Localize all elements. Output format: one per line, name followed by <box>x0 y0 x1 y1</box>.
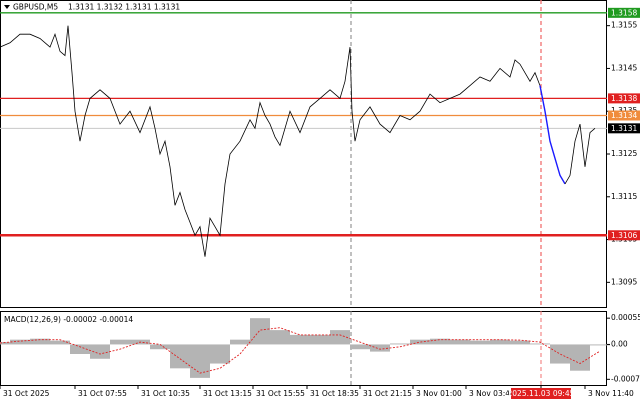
macd-bar <box>30 338 50 345</box>
plot-frame <box>0 0 607 308</box>
x-tick-label: 31 Oct 15:55 <box>256 389 305 398</box>
chart-subtitle: 1.3131 1.3132 1.3131 1.3131 <box>68 3 180 12</box>
level-label: 1.3138 <box>611 94 637 103</box>
level-label: 1.3158 <box>611 8 637 17</box>
x-tick-highlight <box>511 388 571 399</box>
level-label: 1.3106 <box>611 231 637 240</box>
price-line <box>539 85 566 185</box>
macd-bar <box>290 334 310 345</box>
macd-bar <box>50 340 70 345</box>
macd-bar <box>590 344 610 346</box>
macd-bar <box>250 318 270 345</box>
macd-bar <box>310 334 330 345</box>
x-tick-label: 2025.11.03 09:45 <box>508 389 575 398</box>
macd-bar <box>430 338 450 345</box>
x-tick-label: 31 Oct 21:15 <box>363 389 412 398</box>
macd-bar <box>490 339 510 345</box>
macd-panel <box>0 311 610 386</box>
macd-title: MACD(12,26,9) -0.00002 -0.00014 <box>4 315 133 324</box>
macd-bar <box>570 344 590 371</box>
level-label: 1.3131 <box>611 124 637 133</box>
chart-title: GBPUSD,M5 <box>13 3 58 12</box>
level-label-box <box>608 7 640 18</box>
macd-bar <box>330 330 350 345</box>
y-tick-label: 1.3095 <box>611 277 637 286</box>
y-tick-label: 1.3145 <box>611 63 637 72</box>
x-tick-label: 31 Oct 2025 <box>3 389 50 398</box>
price-panel <box>0 0 607 308</box>
macd-bar <box>230 339 250 345</box>
symbol-triangle <box>4 5 10 9</box>
y-tick-label: 1.3115 <box>611 192 637 201</box>
macd-bar <box>530 343 550 345</box>
macd-bar <box>510 340 530 345</box>
macd-bar <box>270 330 290 345</box>
price-line <box>0 25 541 257</box>
y-tick-label: 1.3125 <box>611 149 637 158</box>
macd-bar <box>450 339 470 345</box>
level-label-box <box>608 110 640 121</box>
level-label: 1.3134 <box>611 111 637 120</box>
x-tick-label: 31 Oct 18:35 <box>310 389 359 398</box>
macd-bar <box>410 339 430 345</box>
x-tick-label: 3 Nov 03:40 <box>469 389 515 398</box>
macd-bar <box>150 344 170 350</box>
macd-bar <box>90 344 110 359</box>
macd-bar <box>370 344 390 352</box>
y-tick-label: 0.00055 <box>611 313 640 322</box>
macd-bar <box>0 342 10 345</box>
level-label-box <box>608 93 640 104</box>
y-tick-label: 1.3155 <box>611 21 637 30</box>
macd-bar <box>10 339 30 345</box>
x-tick-label: 3 Nov 01:00 <box>416 389 462 398</box>
x-tick-label: 3 Nov 11:40 <box>588 389 634 398</box>
level-label-box <box>608 230 640 241</box>
signal-line <box>0 327 601 374</box>
plot-frame <box>0 311 607 386</box>
macd-bar <box>110 339 130 345</box>
macd-bar <box>470 340 490 345</box>
macd-bar <box>170 344 190 369</box>
x-tick-label: 31 Oct 13:15 <box>203 389 252 398</box>
y-tick-label: 0.00 <box>611 339 628 348</box>
axes: 1.31551.31451.31351.31251.31151.31051.30… <box>0 7 640 399</box>
macd-bar <box>70 344 90 354</box>
price-line <box>564 123 596 185</box>
macd-bar <box>390 343 410 345</box>
x-tick-label: 31 Oct 10:35 <box>141 389 190 398</box>
macd-bar <box>350 344 370 350</box>
macd-bar <box>550 344 570 364</box>
x-tick-label: 31 Oct 07:55 <box>78 389 127 398</box>
level-label-box <box>608 123 640 134</box>
macd-bar <box>210 344 230 364</box>
